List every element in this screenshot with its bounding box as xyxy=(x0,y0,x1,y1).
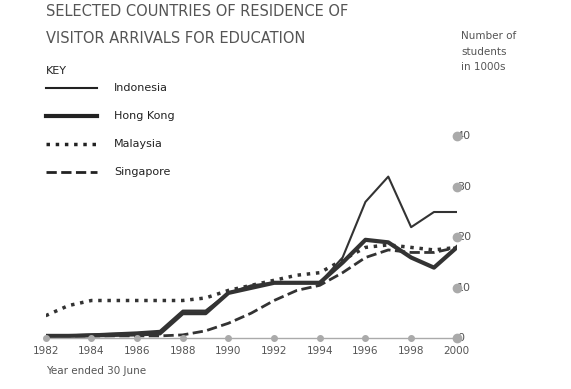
Text: Malaysia: Malaysia xyxy=(114,138,163,149)
Text: 0: 0 xyxy=(457,333,464,343)
Text: SELECTED COUNTRIES OF RESIDENCE OF: SELECTED COUNTRIES OF RESIDENCE OF xyxy=(46,4,348,19)
Text: Number of: Number of xyxy=(461,31,517,41)
Text: Singapore: Singapore xyxy=(114,166,171,177)
Text: KEY: KEY xyxy=(46,66,67,76)
Text: Indonesia: Indonesia xyxy=(114,82,168,93)
Text: students: students xyxy=(461,47,507,57)
Text: 30: 30 xyxy=(457,182,471,192)
Text: Hong Kong: Hong Kong xyxy=(114,110,175,121)
Text: Year ended 30 June: Year ended 30 June xyxy=(46,366,146,376)
Text: 10: 10 xyxy=(457,283,471,293)
Text: in 1000s: in 1000s xyxy=(461,62,506,72)
Text: 20: 20 xyxy=(457,232,471,242)
Text: VISITOR ARRIVALS FOR EDUCATION: VISITOR ARRIVALS FOR EDUCATION xyxy=(46,31,305,46)
Text: 40: 40 xyxy=(457,131,471,141)
